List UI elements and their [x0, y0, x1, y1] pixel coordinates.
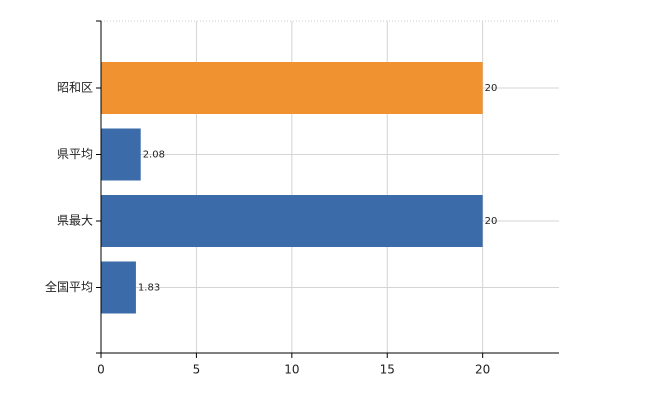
y-tick-label: 県平均 [57, 147, 93, 161]
bar [101, 62, 483, 114]
bar [101, 261, 136, 314]
x-tick-label: 0 [97, 363, 105, 377]
x-tick-label: 20 [475, 363, 490, 377]
bar [101, 195, 483, 247]
y-tick-label: 昭和区 [57, 81, 93, 95]
y-tick-label: 県最大 [57, 214, 93, 228]
x-tick-label: 10 [284, 363, 299, 377]
value-label: 1.83 [138, 283, 160, 294]
x-tick-label: 5 [193, 363, 201, 377]
x-tick-label: 15 [380, 363, 395, 377]
y-tick-label: 全国平均 [45, 279, 93, 294]
bar [101, 128, 141, 181]
value-label: 2.08 [143, 150, 165, 161]
value-label: 20 [485, 83, 498, 94]
value-label: 20 [485, 216, 498, 227]
